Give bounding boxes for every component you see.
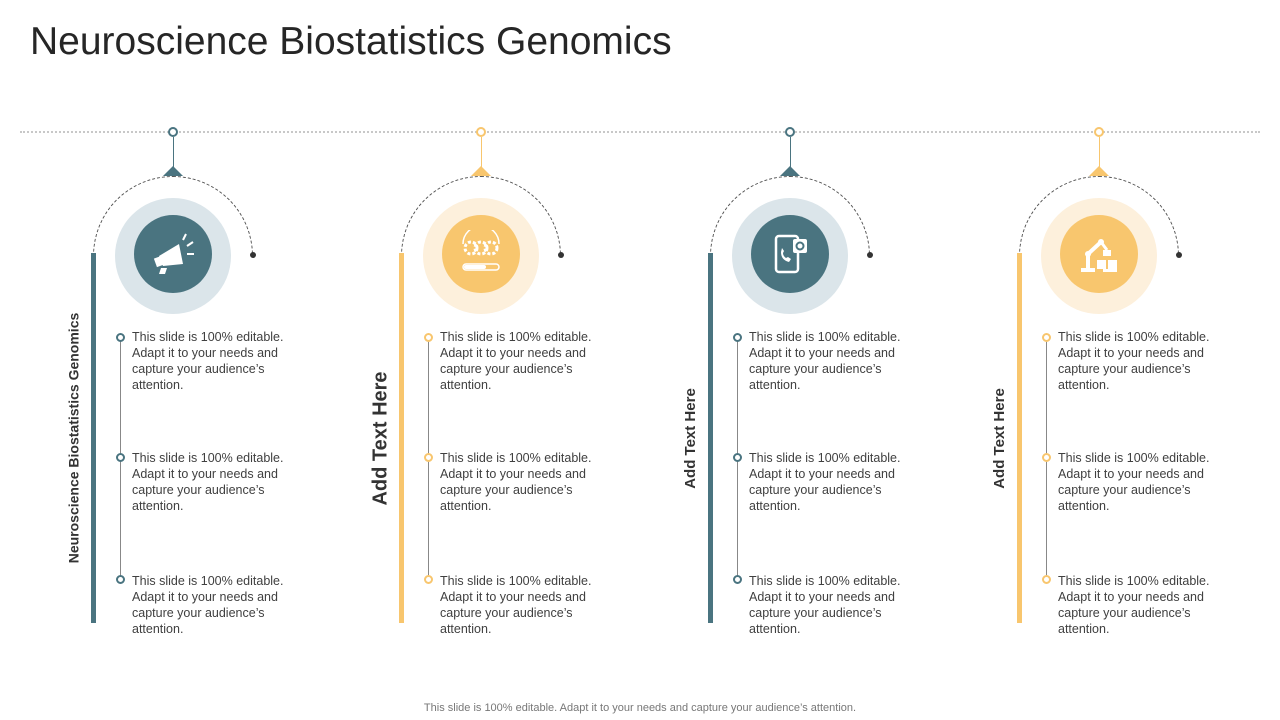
pin-connector [1099, 137, 1100, 167]
column-bar [1017, 253, 1022, 623]
page-title: Neuroscience Biostatistics Genomics [30, 20, 672, 63]
column-1: Neuroscience Biostatistics Genomics This… [28, 0, 318, 720]
column-bar [399, 253, 404, 623]
bullet-dot [116, 575, 125, 584]
column-label: Add Text Here [990, 387, 1008, 489]
column-4: Add Text Here This slide is 100% editabl… [954, 0, 1244, 720]
bullet-text: This slide is 100% editable. Adapt it to… [132, 574, 284, 636]
timeline-pin [168, 127, 178, 137]
column-label: Add Text Here [369, 370, 392, 506]
timeline-pin [476, 127, 486, 137]
column-label-wrap: Neuroscience Biostatistics Genomics [58, 253, 88, 623]
column-label-wrap: Add Text Here [984, 253, 1014, 623]
bullet-text: This slide is 100% editable. Adapt it to… [749, 330, 901, 392]
bullet-dot [424, 453, 433, 462]
bullet-text: This slide is 100% editable. Adapt it to… [1058, 451, 1210, 513]
pin-triangle [1089, 166, 1109, 176]
bullet-text: This slide is 100% editable. Adapt it to… [440, 451, 592, 513]
arc-end-dot [1176, 252, 1182, 258]
bullet-dot [733, 575, 742, 584]
bullet-dot [1042, 453, 1051, 462]
pin-triangle [780, 166, 800, 176]
bullet-text: This slide is 100% editable. Adapt it to… [440, 574, 592, 636]
bullet-dot [1042, 575, 1051, 584]
column-label: Neuroscience Biostatistics Genomics [65, 312, 82, 564]
icon-circle [751, 215, 829, 293]
column-label-wrap: Add Text Here [366, 253, 396, 623]
bullet-text: This slide is 100% editable. Adapt it to… [1058, 574, 1210, 636]
bullet-text: This slide is 100% editable. Adapt it to… [440, 330, 592, 392]
footer-note: This slide is 100% editable. Adapt it to… [423, 702, 857, 714]
arc-end-dot [558, 252, 564, 258]
column-bar [91, 253, 96, 623]
phone-settings-icon [774, 234, 807, 274]
pin-triangle [163, 166, 183, 176]
bullet-text: This slide is 100% editable. Adapt it to… [132, 330, 284, 392]
bullet-text: This slide is 100% editable. Adapt it to… [749, 451, 901, 513]
icon-circle [134, 215, 212, 293]
arc-end-dot [867, 252, 873, 258]
bullet-text: This slide is 100% editable. Adapt it to… [132, 451, 284, 513]
icon-circle [442, 215, 520, 293]
robot-arm-icon [1081, 239, 1117, 272]
bullet-dot [424, 575, 433, 584]
column-bar [708, 253, 713, 623]
bullet-text: This slide is 100% editable. Adapt it to… [1058, 330, 1210, 392]
megaphone-icon [153, 233, 194, 274]
bullet-dot [733, 453, 742, 462]
icon-circle [1060, 215, 1138, 293]
timeline-dotted-line [20, 131, 1260, 133]
timeline-pin [1094, 127, 1104, 137]
pin-connector [481, 137, 482, 167]
bullet-dot [733, 333, 742, 342]
column-label-wrap: Add Text Here [675, 253, 705, 623]
bullet-text: This slide is 100% editable. Adapt it to… [749, 574, 901, 636]
pin-triangle [471, 166, 491, 176]
column-3: Add Text Here This slide is 100% editabl… [645, 0, 935, 720]
timeline-pin [785, 127, 795, 137]
bullet-dot [1042, 333, 1051, 342]
bullet-dot [424, 333, 433, 342]
bullet-dot [116, 333, 125, 342]
column-label: Add Text Here [681, 387, 699, 489]
bullet-dot [116, 453, 125, 462]
pin-connector [790, 137, 791, 167]
arc-end-dot [250, 252, 256, 258]
pin-connector [173, 137, 174, 167]
gears-progress-icon [462, 230, 500, 271]
column-2: Add Text Here This slide is 100% editabl… [336, 0, 626, 720]
